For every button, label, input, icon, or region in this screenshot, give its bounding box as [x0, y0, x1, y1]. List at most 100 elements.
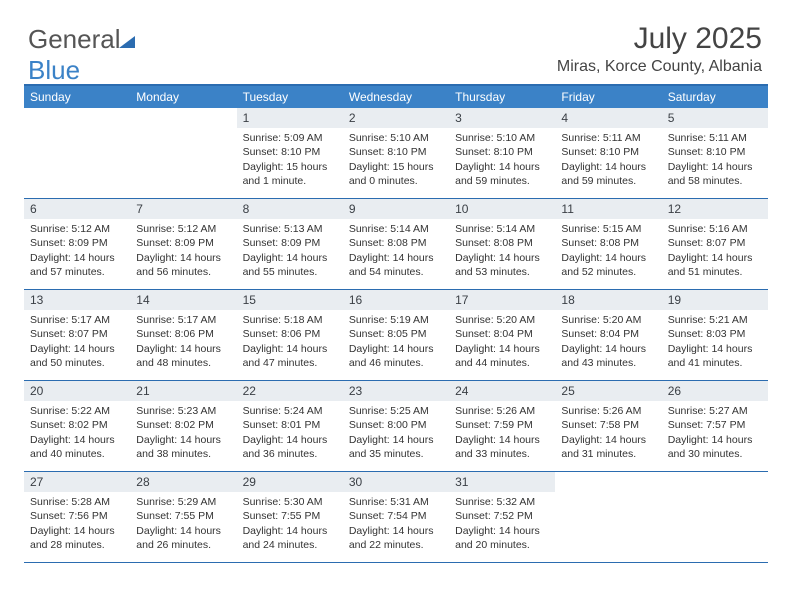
sunrise-text: Sunrise: 5:19 AM: [349, 313, 443, 327]
day-content: Sunrise: 5:11 AMSunset: 8:10 PMDaylight:…: [555, 128, 661, 194]
sunrise-text: Sunrise: 5:24 AM: [243, 404, 337, 418]
day-content: Sunrise: 5:15 AMSunset: 8:08 PMDaylight:…: [555, 219, 661, 285]
sunrise-text: Sunrise: 5:12 AM: [30, 222, 124, 236]
sunrise-text: Sunrise: 5:13 AM: [243, 222, 337, 236]
daylight-text: and 59 minutes.: [561, 174, 655, 188]
sunrise-text: Sunrise: 5:17 AM: [136, 313, 230, 327]
calendar-day-cell: 6Sunrise: 5:12 AMSunset: 8:09 PMDaylight…: [24, 199, 130, 289]
sunset-text: Sunset: 8:09 PM: [243, 236, 337, 250]
day-number: 12: [662, 199, 768, 219]
daylight-text: Daylight: 14 hours: [30, 524, 124, 538]
sunrise-text: Sunrise: 5:32 AM: [455, 495, 549, 509]
sunrise-text: Sunrise: 5:30 AM: [243, 495, 337, 509]
sunrise-text: Sunrise: 5:12 AM: [136, 222, 230, 236]
daylight-text: and 53 minutes.: [455, 265, 549, 279]
day-number: 6: [24, 199, 130, 219]
calendar-day-cell: 1Sunrise: 5:09 AMSunset: 8:10 PMDaylight…: [237, 108, 343, 198]
sunrise-text: Sunrise: 5:17 AM: [30, 313, 124, 327]
day-content: Sunrise: 5:09 AMSunset: 8:10 PMDaylight:…: [237, 128, 343, 194]
daylight-text: Daylight: 14 hours: [561, 433, 655, 447]
daylight-text: and 36 minutes.: [243, 447, 337, 461]
calendar-day-cell: 9Sunrise: 5:14 AMSunset: 8:08 PMDaylight…: [343, 199, 449, 289]
calendar-day-cell: 23Sunrise: 5:25 AMSunset: 8:00 PMDayligh…: [343, 381, 449, 471]
day-content: Sunrise: 5:24 AMSunset: 8:01 PMDaylight:…: [237, 401, 343, 467]
brand-part1: General: [28, 24, 121, 54]
daylight-text: Daylight: 14 hours: [455, 524, 549, 538]
calendar-week-row: 20Sunrise: 5:22 AMSunset: 8:02 PMDayligh…: [24, 381, 768, 472]
day-content: Sunrise: 5:12 AMSunset: 8:09 PMDaylight:…: [24, 219, 130, 285]
daylight-text: Daylight: 15 hours: [243, 160, 337, 174]
day-content: Sunrise: 5:10 AMSunset: 8:10 PMDaylight:…: [449, 128, 555, 194]
daylight-text: Daylight: 14 hours: [561, 251, 655, 265]
day-number: 4: [555, 108, 661, 128]
sunset-text: Sunset: 8:08 PM: [455, 236, 549, 250]
daylight-text: and 51 minutes.: [668, 265, 762, 279]
calendar-day-cell: .: [24, 108, 130, 198]
sunset-text: Sunset: 8:08 PM: [349, 236, 443, 250]
sunrise-text: Sunrise: 5:11 AM: [561, 131, 655, 145]
sunset-text: Sunset: 7:56 PM: [30, 509, 124, 523]
brand-part2: Blue: [28, 55, 80, 85]
daylight-text: Daylight: 14 hours: [455, 342, 549, 356]
sunrise-text: Sunrise: 5:10 AM: [455, 131, 549, 145]
sunrise-text: Sunrise: 5:14 AM: [349, 222, 443, 236]
daylight-text: and 46 minutes.: [349, 356, 443, 370]
day-content: Sunrise: 5:16 AMSunset: 8:07 PMDaylight:…: [662, 219, 768, 285]
calendar-day-cell: .: [130, 108, 236, 198]
sunrise-text: Sunrise: 5:25 AM: [349, 404, 443, 418]
sunrise-text: Sunrise: 5:16 AM: [668, 222, 762, 236]
day-number: 11: [555, 199, 661, 219]
calendar-day-cell: 21Sunrise: 5:23 AMSunset: 8:02 PMDayligh…: [130, 381, 236, 471]
daylight-text: Daylight: 14 hours: [243, 251, 337, 265]
day-content: Sunrise: 5:20 AMSunset: 8:04 PMDaylight:…: [555, 310, 661, 376]
daylight-text: Daylight: 14 hours: [455, 160, 549, 174]
daylight-text: and 24 minutes.: [243, 538, 337, 552]
daylight-text: and 1 minute.: [243, 174, 337, 188]
daylight-text: Daylight: 14 hours: [243, 342, 337, 356]
sunrise-text: Sunrise: 5:27 AM: [668, 404, 762, 418]
calendar-week-row: ..1Sunrise: 5:09 AMSunset: 8:10 PMDaylig…: [24, 108, 768, 199]
sunset-text: Sunset: 8:05 PM: [349, 327, 443, 341]
daylight-text: Daylight: 14 hours: [30, 433, 124, 447]
daylight-text: Daylight: 14 hours: [243, 433, 337, 447]
daylight-text: Daylight: 14 hours: [136, 524, 230, 538]
day-number: 29: [237, 472, 343, 492]
daylight-text: and 0 minutes.: [349, 174, 443, 188]
sunrise-text: Sunrise: 5:22 AM: [30, 404, 124, 418]
calendar-day-cell: 26Sunrise: 5:27 AMSunset: 7:57 PMDayligh…: [662, 381, 768, 471]
sunset-text: Sunset: 7:58 PM: [561, 418, 655, 432]
daylight-text: and 40 minutes.: [30, 447, 124, 461]
calendar-week-row: 6Sunrise: 5:12 AMSunset: 8:09 PMDaylight…: [24, 199, 768, 290]
sunset-text: Sunset: 8:10 PM: [668, 145, 762, 159]
day-number: 24: [449, 381, 555, 401]
day-content: Sunrise: 5:26 AMSunset: 7:59 PMDaylight:…: [449, 401, 555, 467]
day-content: Sunrise: 5:30 AMSunset: 7:55 PMDaylight:…: [237, 492, 343, 558]
sunset-text: Sunset: 8:10 PM: [561, 145, 655, 159]
sunrise-text: Sunrise: 5:18 AM: [243, 313, 337, 327]
day-of-week-cell: Saturday: [662, 86, 768, 108]
day-content: Sunrise: 5:27 AMSunset: 7:57 PMDaylight:…: [662, 401, 768, 467]
sunset-text: Sunset: 8:09 PM: [30, 236, 124, 250]
daylight-text: Daylight: 14 hours: [349, 433, 443, 447]
calendar-day-cell: 29Sunrise: 5:30 AMSunset: 7:55 PMDayligh…: [237, 472, 343, 562]
day-content: Sunrise: 5:28 AMSunset: 7:56 PMDaylight:…: [24, 492, 130, 558]
brand-logo: General Blue: [28, 24, 135, 86]
sunrise-text: Sunrise: 5:29 AM: [136, 495, 230, 509]
day-content: Sunrise: 5:13 AMSunset: 8:09 PMDaylight:…: [237, 219, 343, 285]
daylight-text: and 47 minutes.: [243, 356, 337, 370]
daylight-text: Daylight: 14 hours: [561, 160, 655, 174]
sunset-text: Sunset: 8:02 PM: [136, 418, 230, 432]
daylight-text: Daylight: 14 hours: [349, 251, 443, 265]
day-number: 31: [449, 472, 555, 492]
calendar-day-cell: 15Sunrise: 5:18 AMSunset: 8:06 PMDayligh…: [237, 290, 343, 380]
daylight-text: Daylight: 14 hours: [136, 433, 230, 447]
day-number: 25: [555, 381, 661, 401]
day-number: 13: [24, 290, 130, 310]
daylight-text: Daylight: 14 hours: [30, 251, 124, 265]
daylight-text: and 50 minutes.: [30, 356, 124, 370]
day-content: Sunrise: 5:20 AMSunset: 8:04 PMDaylight:…: [449, 310, 555, 376]
daylight-text: Daylight: 14 hours: [349, 342, 443, 356]
daylight-text: and 22 minutes.: [349, 538, 443, 552]
day-number: 5: [662, 108, 768, 128]
daylight-text: and 55 minutes.: [243, 265, 337, 279]
